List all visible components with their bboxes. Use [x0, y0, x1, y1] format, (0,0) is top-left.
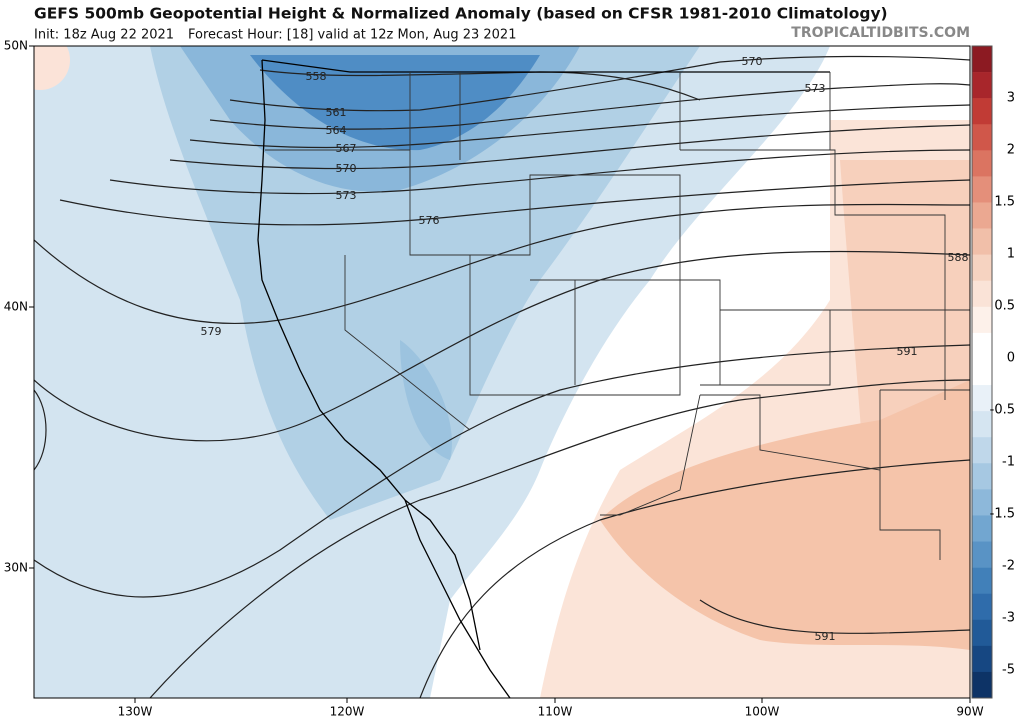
- map: [34, 46, 970, 698]
- colorbar-segment: [972, 645, 992, 673]
- colorbar-segment: [972, 306, 992, 334]
- colorbar-segment: [972, 541, 992, 568]
- colorbar-frame: [971, 45, 993, 699]
- colorbar-segment: [972, 358, 992, 386]
- colorbar-segment: [972, 72, 992, 99]
- latitude-label: 50N: [4, 39, 28, 53]
- credit: TROPICALTIDBITS.COM: [791, 25, 970, 41]
- contour-label: 591: [897, 345, 918, 358]
- longitude-label: 130W: [118, 705, 153, 719]
- colorbar-segment: [972, 280, 992, 308]
- colorbar-segment: [972, 176, 992, 203]
- contour-label: 564: [326, 124, 347, 137]
- contour-label: 573: [336, 189, 357, 202]
- contour-label: 588: [948, 251, 969, 264]
- latitude-label: 40N: [4, 300, 28, 314]
- colorbar-segment: [972, 46, 992, 73]
- longitude-label: 100W: [745, 705, 780, 719]
- latitude-label: 30N: [4, 561, 28, 575]
- map-frame: [33, 45, 971, 699]
- longitude-label: 110W: [538, 705, 573, 719]
- colorbar-segment: [972, 411, 992, 438]
- colorbar-segment: [972, 489, 992, 516]
- contour-label: 570: [742, 55, 763, 68]
- colorbar-segment: [972, 515, 992, 542]
- colorbar-label: -3: [1002, 611, 1015, 626]
- contour-label: 573: [805, 82, 826, 95]
- colorbar-segment: [972, 124, 992, 151]
- colorbar-label: -1.5: [990, 507, 1015, 522]
- contour-label: 570: [336, 162, 357, 175]
- colorbar-segment: [972, 150, 992, 177]
- colorbar-label: 1: [1007, 247, 1015, 262]
- longitude-label: 90W: [956, 705, 983, 719]
- colorbar-segment: [972, 619, 992, 647]
- colorbar-label: -2: [1002, 559, 1015, 574]
- colorbar-segment: [972, 332, 992, 360]
- colorbar-segment: [972, 228, 992, 255]
- longitude-label: 120W: [330, 705, 365, 719]
- title: GEFS 500mb Geopotential Height & Normali…: [34, 5, 888, 23]
- colorbar-label: 3: [1007, 91, 1015, 106]
- contour-label: 576: [419, 214, 440, 227]
- colorbar-label: 1.5: [994, 195, 1015, 210]
- colorbar-segment: [972, 98, 992, 125]
- colorbar-segment: [972, 567, 992, 594]
- init: Init: 18z Aug 22 2021: [34, 28, 174, 43]
- colorbar-segment: [972, 254, 992, 282]
- contour-label: 561: [326, 106, 347, 119]
- colorbar-segment: [972, 437, 992, 464]
- valid: Forecast Hour: [18] valid at 12z Mon, Au…: [188, 28, 516, 43]
- colorbar-segment: [972, 385, 992, 412]
- contour-label: 579: [201, 325, 222, 338]
- colorbar-label: 0: [1007, 351, 1015, 366]
- contour-label: 591: [815, 630, 836, 643]
- colorbar-segment: [972, 593, 992, 621]
- colorbar-label: -1: [1002, 455, 1015, 470]
- colorbar-label: -5: [1002, 663, 1015, 678]
- colorbar-label: 0.5: [994, 299, 1015, 314]
- colorbar-segment: [972, 671, 992, 699]
- colorbar-label: 2: [1007, 143, 1015, 158]
- colorbar-segment: [972, 463, 992, 490]
- contour-label: 567: [336, 142, 357, 155]
- colorbar-segment: [972, 202, 992, 229]
- colorbar-label: -0.5: [990, 403, 1015, 418]
- contour-label: 558: [306, 70, 327, 83]
